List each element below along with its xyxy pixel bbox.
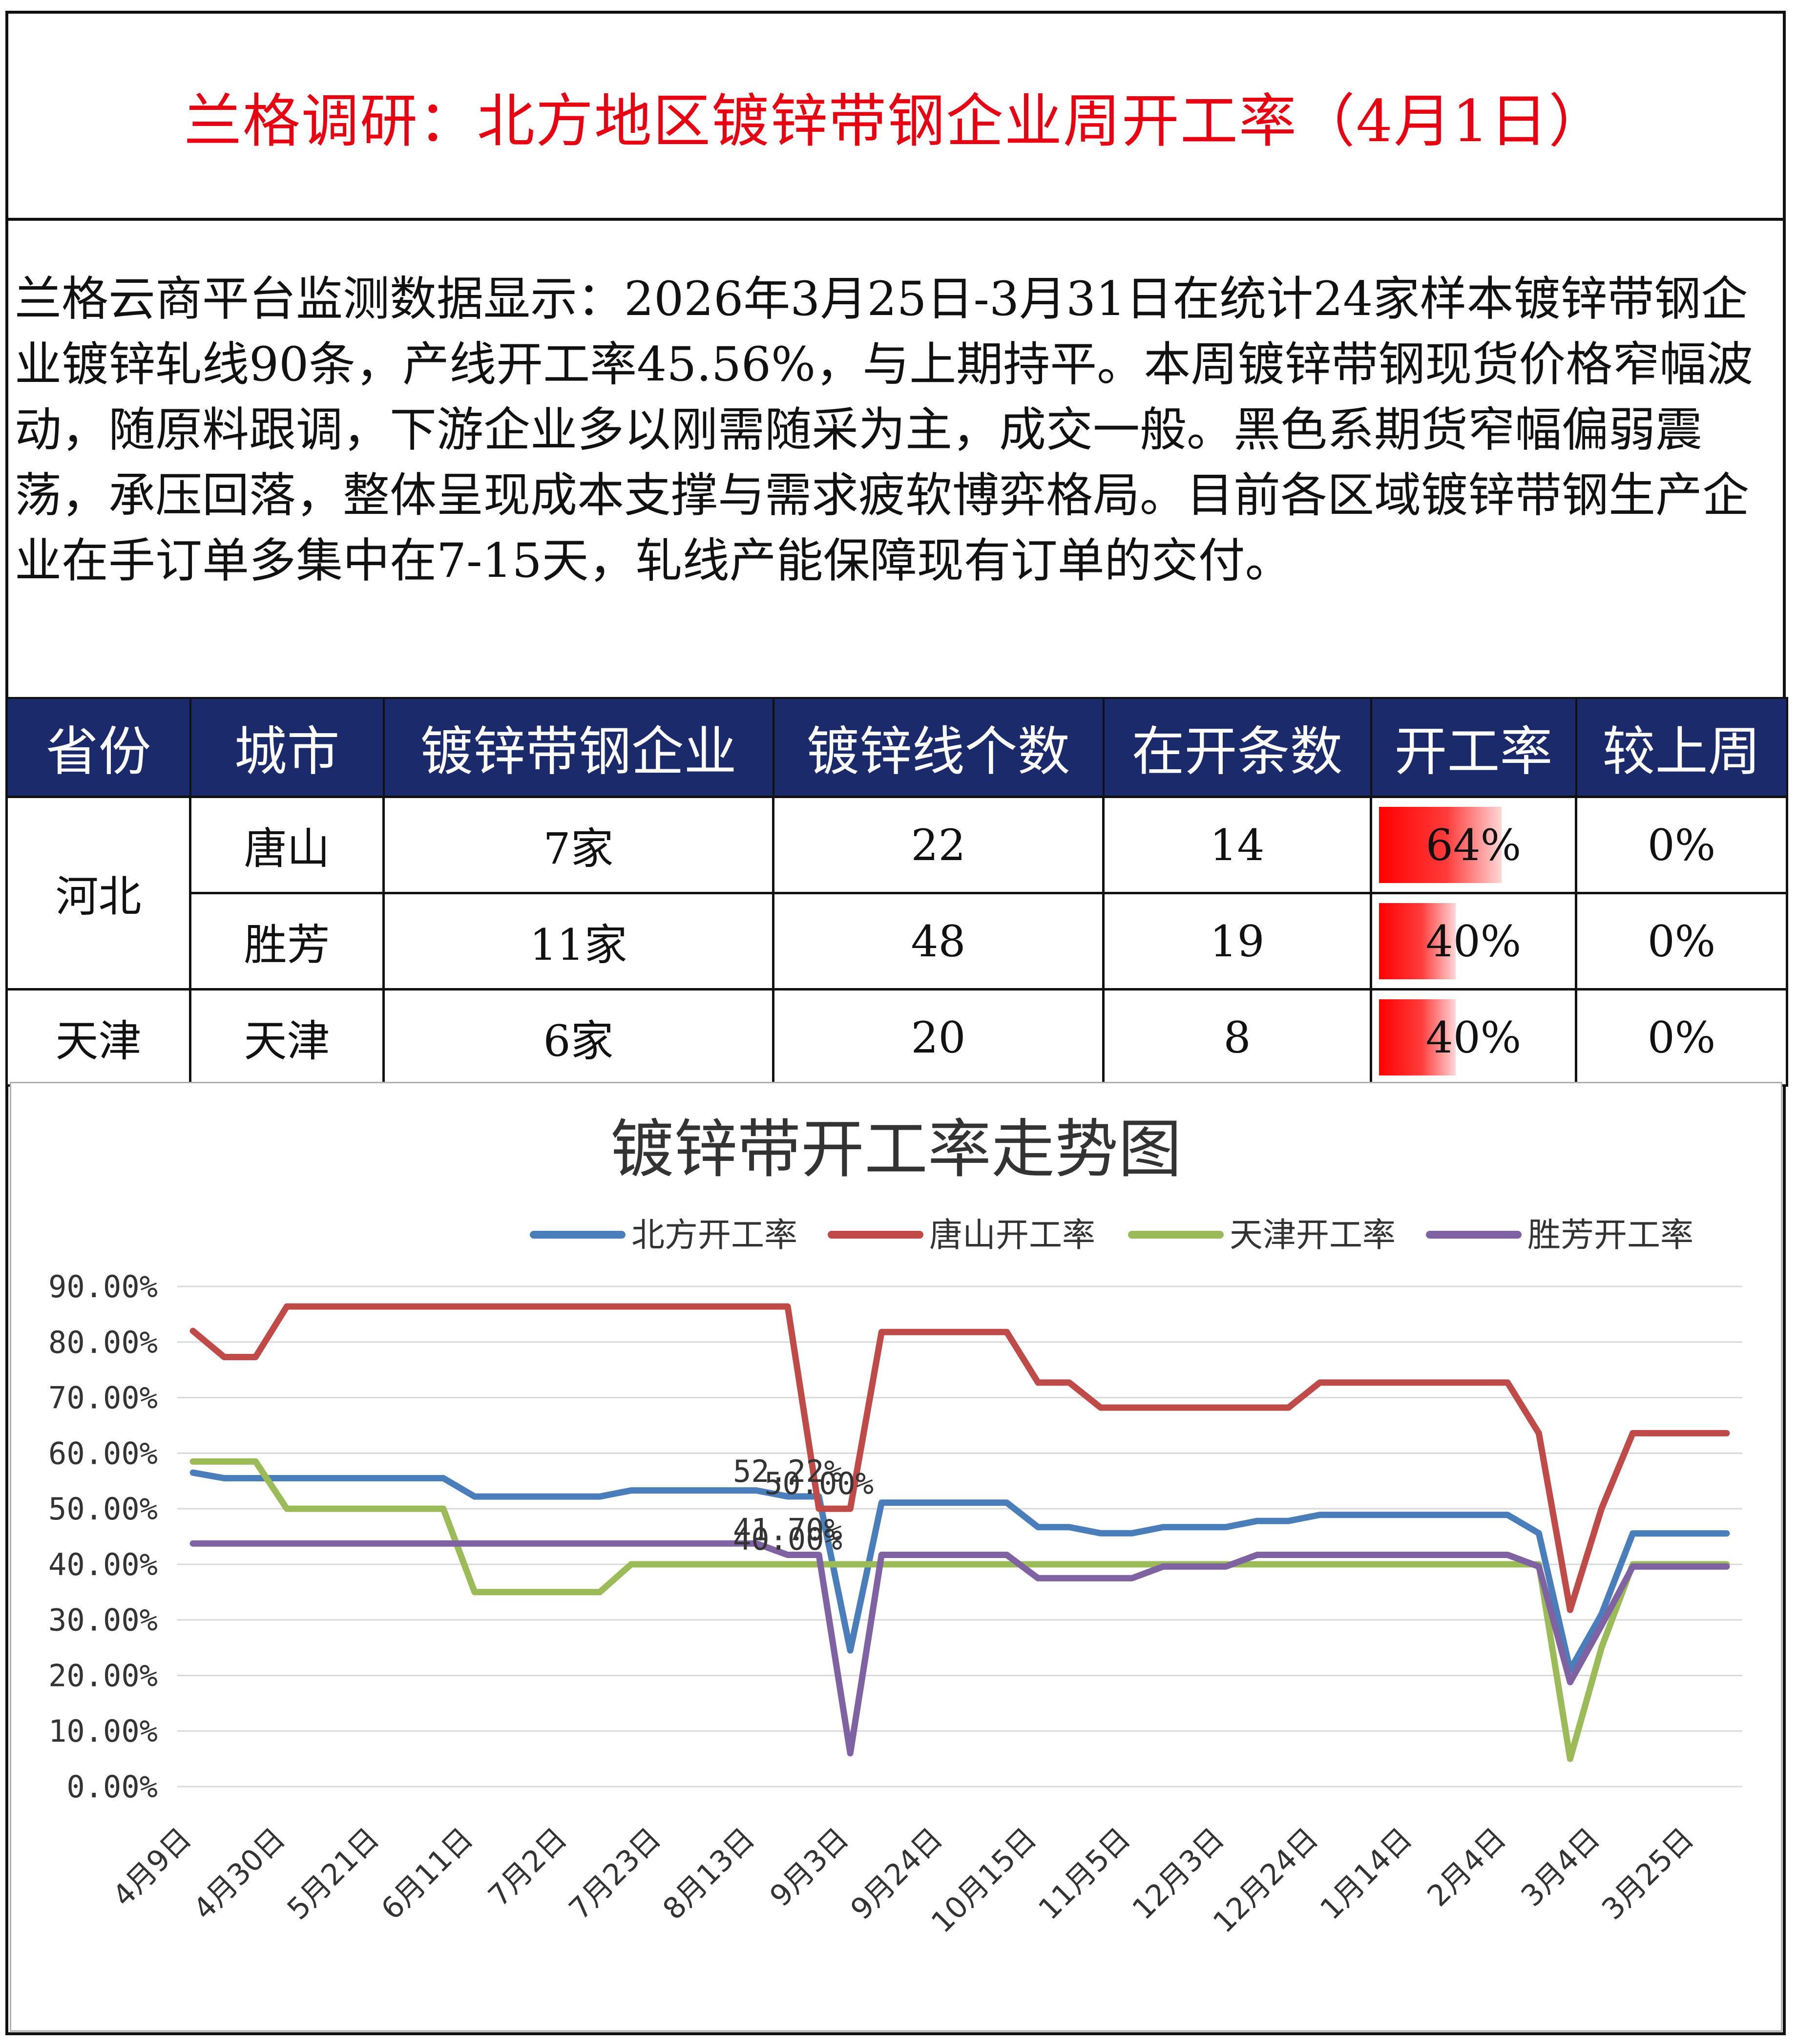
running-cell: 14 xyxy=(1102,796,1372,894)
chart-title: 镀锌带开工率走势图 xyxy=(610,1112,1182,1186)
y-tick-label: 40.00% xyxy=(48,1547,158,1582)
table-row: 河北 唐山 7家 22 14 64% 0% xyxy=(5,796,1788,990)
x-tick-label: 4月30日 xyxy=(187,1821,292,1926)
enterprises-cell: 6家 xyxy=(382,988,774,1087)
data-label: 52.22% xyxy=(733,1454,842,1489)
x-tick-label: 2月4日 xyxy=(1421,1821,1513,1913)
city-cell: 唐山 xyxy=(189,796,385,894)
header-city: 城市 xyxy=(189,697,385,798)
legend-label: 北方开工率 xyxy=(631,1216,797,1255)
rate-value: 40% xyxy=(1425,1012,1522,1063)
province-cell: 河北 xyxy=(5,796,191,990)
rate-data-bar xyxy=(1379,807,1502,883)
y-tick-label: 0.00% xyxy=(66,1769,158,1805)
trend-chart: 镀锌带开工率走势图 0.00% 10.00% 20.00% 30.00% 40.00% 50… xyxy=(10,1082,1782,2032)
city-cell: 胜芳 xyxy=(189,892,385,990)
rate-cell: 40% xyxy=(1370,892,1577,990)
series-line-1 xyxy=(189,1469,1730,1673)
x-tick-label: 1月14日 xyxy=(1314,1821,1419,1926)
table-row: 天津 天津 6家 20 8 40% 0% xyxy=(5,988,1788,1087)
table-row: 胜芳 11家 48 19 40% 0% xyxy=(7,892,1788,990)
change-cell: 0% xyxy=(1575,988,1788,1087)
x-tick-label: 4月9日 xyxy=(106,1821,198,1913)
y-tick-label: 70.00% xyxy=(48,1380,158,1416)
y-tick-label: 90.00% xyxy=(48,1269,158,1305)
y-tick-label: 20.00% xyxy=(48,1658,158,1693)
trend-chart-svg: 镀锌带开工率走势图 0.00% 10.00% 20.00% 30.00% 40.00% 50… xyxy=(48,1112,1742,1939)
x-tick-label: 7月23日 xyxy=(563,1821,668,1926)
series-line-4 xyxy=(189,1540,1730,1757)
header-lines: 镀锌线个数 xyxy=(772,697,1105,798)
y-tick-label: 80.00% xyxy=(48,1325,158,1360)
city-cell: 天津 xyxy=(189,988,385,1087)
table-header-row: 省份 城市 镀锌带钢企业 镀锌线个数 在开条数 开工率 较上周 xyxy=(5,697,1788,798)
running-cell: 8 xyxy=(1102,988,1372,1087)
x-tick-label: 6月11日 xyxy=(375,1821,480,1926)
change-cell: 0% xyxy=(1575,892,1788,990)
title-box: 兰格调研：北方地区镀锌带钢企业周开工率（4月1日） xyxy=(5,11,1786,221)
header-running: 在开条数 xyxy=(1102,697,1372,798)
header-change: 较上周 xyxy=(1575,697,1788,798)
rate-cell: 64% xyxy=(1370,796,1577,894)
enterprises-cell: 7家 xyxy=(382,796,774,894)
rate-data-bar xyxy=(1379,999,1456,1075)
change-cell: 0% xyxy=(1575,796,1788,894)
data-label: 41.70% xyxy=(733,1512,842,1548)
x-tick-label: 7月2日 xyxy=(482,1821,574,1913)
page-title: 兰格调研：北方地区镀锌带钢企业周开工率（4月1日） xyxy=(184,87,1608,155)
legend-label: 天津开工率 xyxy=(1230,1216,1396,1255)
lines-cell: 48 xyxy=(772,892,1105,990)
running-cell: 19 xyxy=(1102,892,1372,990)
enterprises-cell: 11家 xyxy=(382,892,774,990)
y-tick-label: 60.00% xyxy=(48,1435,158,1471)
legend-label: 唐山开工率 xyxy=(929,1216,1095,1255)
x-tick-label: 9月3日 xyxy=(763,1821,855,1913)
data-label: 50.00% xyxy=(764,1466,874,1501)
rate-value: 40% xyxy=(1425,916,1522,967)
header-rate: 开工率 xyxy=(1370,697,1577,798)
x-tick-label: 8月13日 xyxy=(656,1821,761,1926)
header-enterprises: 镀锌带钢企业 xyxy=(382,697,774,798)
rate-data-bar xyxy=(1379,903,1456,979)
legend-label: 胜芳开工率 xyxy=(1527,1216,1693,1255)
province-cell: 天津 xyxy=(5,988,191,1087)
rate-value: 64% xyxy=(1425,820,1522,870)
data-label: 40.00% xyxy=(733,1521,842,1557)
x-tick-label: 3月4日 xyxy=(1515,1821,1607,1913)
operating-rate-table: 省份 城市 镀锌带钢企业 镀锌线个数 在开条数 开工率 较上周 河北 唐山 7家… xyxy=(5,697,1788,1087)
x-tick-label: 11月5日 xyxy=(1032,1821,1137,1926)
lines-cell: 22 xyxy=(772,796,1105,894)
y-tick-label: 50.00% xyxy=(48,1491,158,1527)
series-line-2 xyxy=(189,1303,1730,1613)
y-tick-label: 30.00% xyxy=(48,1602,158,1638)
lines-cell: 20 xyxy=(772,988,1105,1087)
x-tick-label: 3月25日 xyxy=(1595,1821,1700,1926)
header-province: 省份 xyxy=(5,697,191,798)
x-tick-label: 5月21日 xyxy=(281,1821,386,1926)
y-tick-label: 10.00% xyxy=(48,1713,158,1749)
summary-paragraph: 兰格云商平台监测数据显示：2026年3月25日-3月31日在统计24家样本镀锌带… xyxy=(15,272,1754,588)
rate-cell: 40% xyxy=(1370,988,1577,1087)
series-line-3 xyxy=(189,1458,1730,1762)
